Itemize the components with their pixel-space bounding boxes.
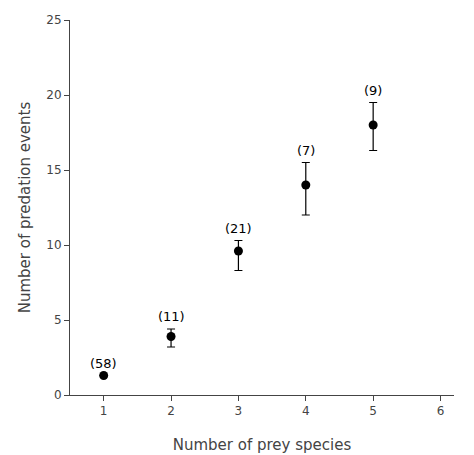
svg-text:2: 2 <box>167 404 175 418</box>
svg-text:20: 20 <box>46 88 61 102</box>
svg-text:3: 3 <box>235 404 243 418</box>
svg-text:(11): (11) <box>158 309 185 324</box>
svg-text:1: 1 <box>100 404 108 418</box>
svg-text:(58): (58) <box>90 356 117 371</box>
svg-text:5: 5 <box>54 313 62 327</box>
svg-text:10: 10 <box>46 238 61 252</box>
svg-text:Number of predation events: Number of predation events <box>16 102 34 314</box>
svg-text:(21): (21) <box>225 221 252 236</box>
svg-text:(9): (9) <box>364 83 382 98</box>
svg-text:Number of prey species: Number of prey species <box>173 436 352 454</box>
svg-text:15: 15 <box>46 163 61 177</box>
svg-text:6: 6 <box>437 404 445 418</box>
svg-text:4: 4 <box>302 404 310 418</box>
svg-text:(7): (7) <box>297 143 315 158</box>
svg-text:5: 5 <box>369 404 377 418</box>
svg-text:0: 0 <box>54 388 62 402</box>
svg-text:25: 25 <box>46 13 61 27</box>
